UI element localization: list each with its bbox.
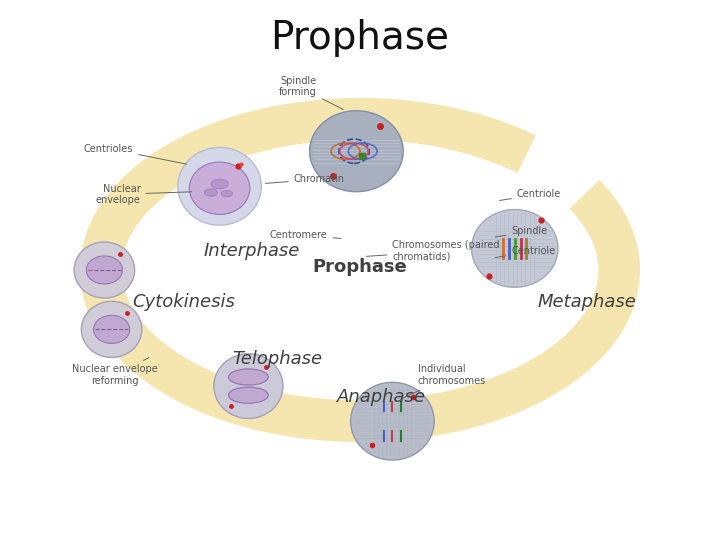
- Ellipse shape: [221, 191, 233, 197]
- Ellipse shape: [204, 189, 217, 196]
- Text: Prophase: Prophase: [271, 19, 449, 57]
- Text: Centromere: Centromere: [270, 230, 341, 240]
- Ellipse shape: [94, 315, 130, 343]
- Text: Telophase: Telophase: [232, 350, 323, 368]
- Text: Anaphase: Anaphase: [337, 388, 426, 406]
- Text: Centriole: Centriole: [500, 190, 561, 200]
- Ellipse shape: [81, 301, 142, 357]
- Text: Cytokinesis: Cytokinesis: [132, 293, 235, 312]
- Ellipse shape: [310, 111, 403, 192]
- Text: Nuclear envelope
reforming: Nuclear envelope reforming: [72, 357, 158, 386]
- Text: Nuclear
envelope: Nuclear envelope: [96, 184, 192, 205]
- Ellipse shape: [472, 210, 558, 287]
- Text: Centrioles: Centrioles: [84, 144, 186, 164]
- Ellipse shape: [351, 382, 434, 460]
- Text: Individual
chromosomes: Individual chromosomes: [402, 364, 486, 399]
- Text: Centriole: Centriole: [495, 246, 555, 258]
- Ellipse shape: [228, 387, 269, 403]
- Ellipse shape: [228, 369, 269, 385]
- Ellipse shape: [189, 162, 250, 214]
- Ellipse shape: [74, 242, 135, 298]
- Text: Metaphase: Metaphase: [537, 293, 636, 312]
- Text: Interphase: Interphase: [204, 242, 300, 260]
- Ellipse shape: [214, 354, 283, 418]
- Text: Spindle
forming: Spindle forming: [279, 76, 343, 110]
- Ellipse shape: [86, 256, 122, 284]
- Text: Chromosomes (paired
chromatids): Chromosomes (paired chromatids): [366, 240, 500, 262]
- Ellipse shape: [211, 179, 228, 189]
- Text: Prophase: Prophase: [312, 258, 408, 276]
- Ellipse shape: [178, 147, 261, 225]
- Text: Chromatin: Chromatin: [266, 174, 345, 184]
- Text: Spindle: Spindle: [495, 226, 547, 237]
